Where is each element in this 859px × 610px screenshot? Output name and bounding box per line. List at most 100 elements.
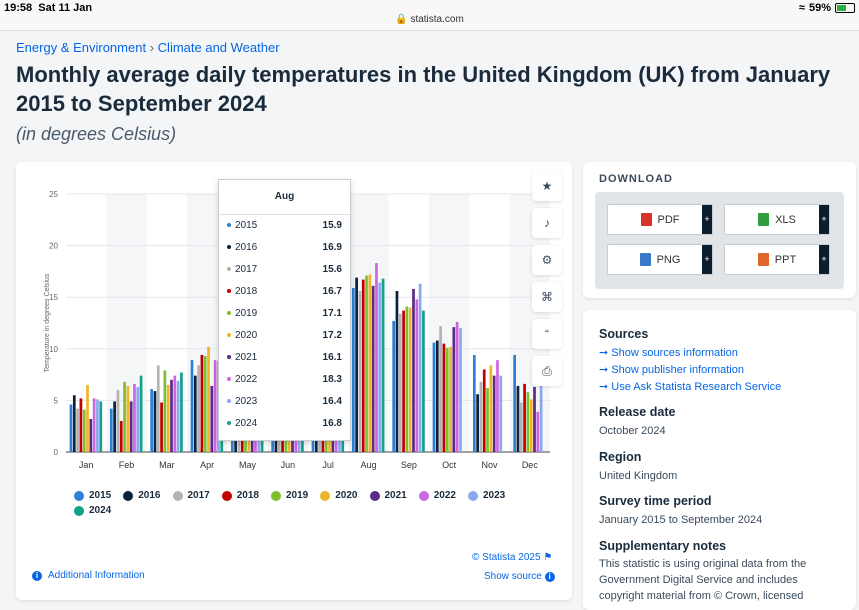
legend-item-2022[interactable]: 2022 <box>418 490 456 501</box>
bar-2019-Mar <box>163 370 167 452</box>
bar-2016-Nov <box>476 394 479 452</box>
tooltip-row-2022: 2022 18.3 <box>219 369 350 391</box>
y-tick-label: 25 <box>49 190 58 199</box>
legend-dot <box>74 505 84 516</box>
legend-item-2021[interactable]: 2021 <box>369 490 407 501</box>
breadcrumb-climate[interactable]: Climate and Weather <box>157 40 280 55</box>
show-sources-link[interactable]: ➞ Show sources information <box>599 347 738 359</box>
tooltip-row-2024: 2024 16.8 <box>219 413 350 435</box>
tooltip-value: 16.1 <box>322 352 342 363</box>
additional-info-link[interactable]: i Additional Information <box>32 570 145 581</box>
star-button[interactable]: ★ <box>532 171 562 201</box>
tooltip-year: 2019 <box>235 308 258 319</box>
xls-plus-button[interactable]: + <box>819 205 829 234</box>
legend-dot <box>221 490 232 501</box>
y-tick-label: 10 <box>49 345 58 354</box>
legend-label: 2020 <box>335 490 358 501</box>
download-card: DOWNLOAD PDF + XLS + PNG + PPT + <box>583 162 856 298</box>
url-bar[interactable]: 🔒 statista.com <box>0 14 859 31</box>
bell-icon: ♪ <box>544 216 550 230</box>
battery-icon <box>835 3 855 13</box>
legend-dot <box>468 490 478 501</box>
star-icon: ★ <box>541 179 553 193</box>
bar-2018-Nov <box>482 369 486 452</box>
legend-dot <box>271 490 281 501</box>
lock-icon: 🔒 <box>395 14 408 25</box>
bar-2020-Nov <box>489 365 493 452</box>
quote-icon: “ <box>545 327 549 341</box>
bar-2020-Mar <box>166 384 170 452</box>
bar-2022-Feb <box>133 383 136 452</box>
bar-2017-Mar <box>156 365 160 452</box>
x-tick-label: Apr <box>200 460 214 470</box>
breadcrumb-energy[interactable]: Energy & Environment <box>16 40 147 55</box>
tooltip-row-2017: 2017 15.6 <box>219 259 350 281</box>
credit-text: © Statista 2025 <box>472 552 541 563</box>
bar-2023-Jan <box>96 399 99 452</box>
legend-item-2017[interactable]: 2017 <box>172 490 210 501</box>
statista-credit[interactable]: © Statista 2025 ⚑ <box>472 552 552 563</box>
bar-2020-Jan <box>86 384 89 452</box>
bar-2021-Aug <box>371 285 375 452</box>
legend-label: 2024 <box>89 505 112 516</box>
tooltip-bullet <box>227 245 231 250</box>
ppt-label: PPT <box>774 253 797 266</box>
legend-item-2020[interactable]: 2020 <box>320 490 358 501</box>
tooltip-year: 2016 <box>235 242 258 253</box>
legend-item-2015[interactable]: 2015 <box>74 490 111 501</box>
ppt-plus-button[interactable]: + <box>819 245 829 274</box>
research-service-link[interactable]: ➞ Use Ask Statista Research Service <box>599 381 782 393</box>
print-button[interactable]: ⎙ <box>532 356 562 386</box>
pdf-plus-button[interactable]: + <box>702 205 712 234</box>
bar-2023-Mar <box>176 380 180 452</box>
bar-2021-Sep <box>412 288 415 452</box>
download-png-button[interactable]: PNG + <box>607 244 713 275</box>
legend-item-2023[interactable]: 2023 <box>468 490 505 501</box>
bar-2021-Oct <box>452 327 456 452</box>
bar-2022-Jan <box>92 398 96 452</box>
legend-item-2024[interactable]: 2024 <box>74 505 111 516</box>
legend-label: 2023 <box>483 490 506 501</box>
legend-item-2019[interactable]: 2019 <box>271 490 308 501</box>
tooltip-year: 2023 <box>235 396 258 407</box>
bar-2022-Apr <box>213 360 217 452</box>
bar-2024-Aug <box>381 278 385 452</box>
legend-label: 2015 <box>89 490 112 501</box>
download-xls-button[interactable]: XLS + <box>724 204 830 235</box>
show-source-link[interactable]: Show source i <box>484 571 555 582</box>
png-plus-button[interactable]: + <box>702 245 712 274</box>
x-tick-label: Oct <box>442 460 457 470</box>
bar-2019-Apr <box>203 356 207 452</box>
x-tick-label: May <box>239 460 257 470</box>
tooltip-value: 16.4 <box>322 396 342 407</box>
tooltip-bullet <box>227 377 231 382</box>
bar-2021-Mar <box>170 379 173 452</box>
x-tick-label: Feb <box>119 460 135 470</box>
y-tick-label: 15 <box>49 293 58 302</box>
share-button[interactable]: ⌘ <box>532 282 562 312</box>
tooltip-year: 2022 <box>235 374 258 385</box>
x-tick-label: Jul <box>322 460 334 470</box>
bar-2015-Nov <box>472 354 476 452</box>
legend-item-2016[interactable]: 2016 <box>123 490 161 501</box>
bar-2019-Nov <box>486 388 489 452</box>
bar-2022-Nov <box>496 360 499 452</box>
bar-2024-Sep <box>422 310 425 452</box>
arrow-right-icon: ➞ <box>599 364 609 376</box>
x-tick-label: Mar <box>159 460 175 470</box>
show-publisher-link[interactable]: ➞ Show publisher information <box>599 364 744 376</box>
download-ppt-button[interactable]: PPT + <box>724 244 830 275</box>
breadcrumb: Energy & Environment › Climate and Weath… <box>16 40 280 55</box>
bar-2015-Apr <box>190 360 194 452</box>
tooltip-year: 2020 <box>235 330 258 341</box>
wifi-icon: ≈ <box>798 2 805 14</box>
gear-button[interactable]: ⚙ <box>532 245 562 275</box>
legend-item-2018[interactable]: 2018 <box>221 490 259 501</box>
quote-button[interactable]: “ <box>532 319 562 349</box>
pdf-file-icon <box>640 213 652 226</box>
tooltip-row-2016: 2016 16.9 <box>219 237 350 259</box>
bell-button[interactable]: ♪ <box>532 208 562 238</box>
supplementary-notes-text: This statistic is using original data fr… <box>599 558 807 602</box>
download-pdf-button[interactable]: PDF + <box>607 204 713 235</box>
bar-2019-Jan <box>82 409 86 452</box>
